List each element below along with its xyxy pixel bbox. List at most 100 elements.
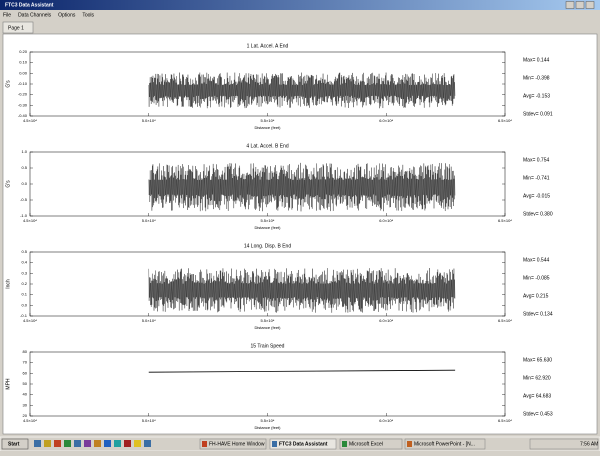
x-tick-label: 6.0×10⁴	[379, 318, 393, 323]
stat: Avg= -0.153	[523, 93, 550, 99]
clock: 7:56 AM	[580, 441, 598, 447]
y-tick-label: -0.5	[20, 197, 28, 202]
x-axis-label: Distance (feet)	[254, 425, 281, 430]
plot-title: 1 Lat. Accel. A End	[247, 43, 289, 49]
task-icon	[202, 441, 207, 447]
x-tick-label: 4.5×10⁴	[23, 418, 37, 423]
y-tick-label: -0.30	[18, 102, 28, 107]
close-button[interactable]	[586, 2, 594, 9]
icon[interactable]	[74, 440, 81, 447]
x-tick-label: 5.5×10⁴	[260, 418, 274, 423]
x-axis-label: Distance (feet)	[254, 325, 281, 330]
task-icon	[272, 441, 277, 447]
y-tick-label: 0.3	[21, 270, 27, 275]
x-tick-label: 5.0×10⁴	[142, 318, 156, 323]
window-title: FTC3 Data Assistant	[5, 2, 54, 8]
x-tick-label: 6.5×10⁴	[498, 318, 512, 323]
stat: Avg= -0.015	[523, 193, 550, 199]
icon[interactable]	[44, 440, 51, 447]
y-tick-label: 0.5	[21, 249, 27, 254]
stat: Min= 62.920	[523, 375, 551, 381]
stat: Min= -0.398	[523, 75, 550, 81]
x-tick-label: 5.5×10⁴	[260, 318, 274, 323]
y-tick-label: -0.10	[18, 81, 28, 86]
icon[interactable]	[134, 440, 141, 447]
y-tick-label: 0.00	[19, 70, 28, 75]
task-label: Microsoft PowerPoint - [N...	[414, 441, 475, 447]
x-tick-label: 5.5×10⁴	[260, 118, 274, 123]
icon[interactable]	[34, 440, 41, 447]
y-tick-label: 0.4	[21, 260, 27, 265]
y-tick-label: 0.0	[21, 181, 27, 186]
menu-item[interactable]: Data Channels	[18, 12, 52, 18]
y-tick-label: 60	[23, 370, 28, 375]
stat: Stdev= 0.134	[523, 311, 553, 317]
x-tick-label: 5.5×10⁴	[260, 218, 274, 223]
y-axis-label: MPH	[5, 378, 11, 390]
title-bar	[0, 0, 600, 10]
stat: Avg= 64.683	[523, 393, 551, 399]
icon[interactable]	[114, 440, 121, 447]
maximize-button[interactable]	[576, 2, 584, 9]
task-label: Microsoft Excel	[349, 441, 383, 447]
task-icon	[407, 441, 412, 447]
stat: Max= 0.754	[523, 157, 549, 163]
icon[interactable]	[124, 440, 131, 447]
y-axis-label: G's	[5, 80, 11, 88]
stat: Max= 0.144	[523, 57, 549, 63]
x-tick-label: 4.5×10⁴	[23, 118, 37, 123]
menu-item[interactable]: File	[3, 12, 11, 18]
y-tick-label: 0.1	[21, 292, 27, 297]
icon[interactable]	[94, 440, 101, 447]
stat: Stdev= 0.453	[523, 411, 553, 417]
stat: Max= 0.544	[523, 257, 549, 263]
y-tick-label: 0.5	[21, 165, 27, 170]
y-tick-label: 1.0	[21, 149, 27, 154]
task-icon	[342, 441, 347, 447]
stat: Stdev= 0.380	[523, 211, 553, 217]
minimize-button[interactable]	[566, 2, 574, 9]
stat: Max= 65.630	[523, 357, 552, 363]
x-tick-label: 6.0×10⁴	[379, 418, 393, 423]
x-tick-label: 5.0×10⁴	[142, 118, 156, 123]
y-axis-label: G's	[5, 180, 11, 188]
stat: Stdev= 0.091	[523, 111, 553, 117]
y-tick-label: 70	[23, 360, 28, 365]
x-tick-label: 5.0×10⁴	[142, 218, 156, 223]
y-tick-label: 0.2	[21, 281, 27, 286]
icon[interactable]	[104, 440, 111, 447]
stat: Min= -0.085	[523, 275, 550, 281]
task-label: FH-HAVE Home Window	[209, 441, 265, 447]
task-buttons: FH-HAVE Home Window FTC3 Data Assistant Mi…	[200, 439, 485, 449]
stat: Min= -0.741	[523, 175, 550, 181]
y-axis-label: Inch	[5, 279, 11, 289]
menu-item[interactable]: Options	[58, 12, 76, 18]
y-tick-label: 50	[23, 381, 28, 386]
y-tick-label: 0.20	[19, 49, 28, 54]
x-tick-label: 4.5×10⁴	[23, 218, 37, 223]
icon[interactable]	[54, 440, 61, 447]
menu-item[interactable]: Tools	[82, 12, 94, 18]
x-axis-label: Distance (feet)	[254, 125, 281, 130]
x-tick-label: 6.5×10⁴	[498, 418, 512, 423]
x-tick-label: 6.0×10⁴	[379, 218, 393, 223]
icon[interactable]	[144, 440, 151, 447]
plot-title: 14 Long. Disp. B End	[244, 243, 291, 249]
tab-label: Page 1	[8, 25, 24, 31]
x-tick-label: 6.0×10⁴	[379, 118, 393, 123]
x-tick-label: 6.5×10⁴	[498, 218, 512, 223]
x-tick-label: 6.5×10⁴	[498, 118, 512, 123]
icon[interactable]	[84, 440, 91, 447]
y-tick-label: -0.20	[18, 92, 28, 97]
icon[interactable]	[64, 440, 71, 447]
plot-title: 4 Lat. Accel. B End	[246, 143, 288, 149]
x-tick-label: 4.5×10⁴	[23, 318, 37, 323]
x-tick-label: 5.0×10⁴	[142, 418, 156, 423]
task-label: FTC3 Data Assistant	[279, 441, 328, 447]
y-tick-label: 80	[23, 349, 28, 354]
x-axis-label: Distance (feet)	[254, 225, 281, 230]
start-label: Start	[8, 441, 20, 447]
screen: FTC3 Data Assistant File Data Channels Opt…	[0, 0, 600, 451]
y-tick-label: 30	[23, 402, 28, 407]
stat: Avg= 0.215	[523, 293, 549, 299]
